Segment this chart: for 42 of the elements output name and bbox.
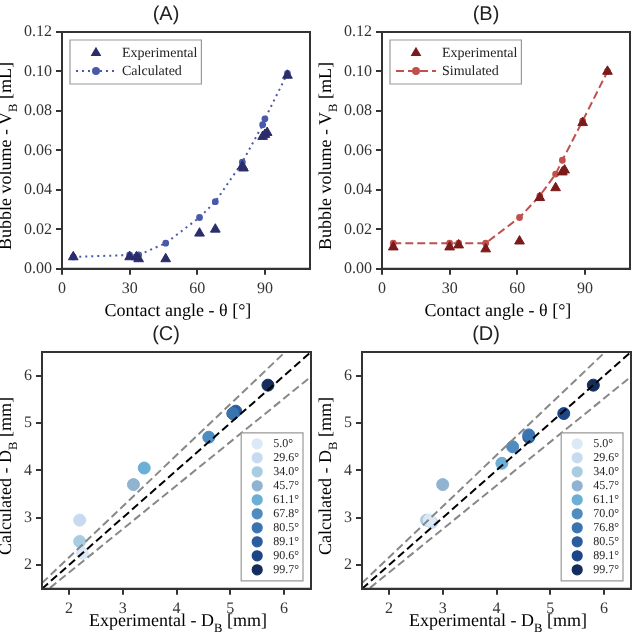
y-tick-label: 2 bbox=[24, 555, 32, 574]
y-tick-label: 0.00 bbox=[24, 258, 52, 277]
y-tick-label: 2 bbox=[344, 555, 352, 574]
y-tick-label: 6 bbox=[24, 365, 32, 384]
y-tick-label: 0.08 bbox=[344, 101, 372, 120]
chart-title: (D) bbox=[472, 323, 500, 346]
x-tick-label: 0 bbox=[58, 278, 66, 297]
x-tick-label: 6 bbox=[280, 598, 289, 617]
y-tick-label: 0.04 bbox=[24, 180, 52, 199]
y-tick-label: 4 bbox=[24, 460, 32, 479]
x-axis-title: Contact angle - θ [°] bbox=[422, 300, 574, 320]
chart-title: (C) bbox=[152, 323, 180, 346]
y-tick-label: 3 bbox=[24, 507, 32, 526]
y-tick-label: 0.10 bbox=[344, 61, 372, 80]
y-tick-label: 0.12 bbox=[24, 22, 52, 41]
x-tick-label: 0 bbox=[378, 278, 386, 297]
chart-title: (B) bbox=[472, 3, 500, 26]
y-tick-label: 0.08 bbox=[24, 101, 52, 120]
x-tick-label: 60 bbox=[189, 278, 206, 297]
x-tick-label: 30 bbox=[121, 278, 138, 297]
x-tick-label: 90 bbox=[576, 278, 593, 297]
x-tick-label: 90 bbox=[256, 278, 273, 297]
y-tick-label: 0.06 bbox=[344, 140, 372, 159]
y-tick-label: 6 bbox=[344, 365, 352, 384]
x-tick-label: 6 bbox=[600, 598, 609, 617]
y-tick-label: 4 bbox=[344, 460, 352, 479]
x-axis-title: Contact angle - θ [°] bbox=[102, 300, 254, 320]
y-tick-label: 5 bbox=[344, 413, 352, 432]
y-tick-label: 0.02 bbox=[344, 219, 372, 238]
x-tick-label: 2 bbox=[64, 598, 73, 617]
y-tick-label: 0.10 bbox=[24, 61, 52, 80]
y-tick-label: 0.06 bbox=[24, 140, 52, 159]
y-tick-label: 3 bbox=[344, 507, 352, 526]
x-tick-label: 30 bbox=[441, 278, 458, 297]
y-tick-label: 0.12 bbox=[344, 22, 372, 41]
y-tick-label: 0.02 bbox=[24, 219, 52, 238]
x-tick-label: 60 bbox=[509, 278, 526, 297]
y-tick-label: 0.00 bbox=[344, 258, 372, 277]
y-tick-label: 5 bbox=[24, 413, 32, 432]
x-tick-label: 2 bbox=[384, 598, 393, 617]
y-tick-label: 0.04 bbox=[344, 180, 372, 199]
chart-title: (A) bbox=[152, 3, 180, 26]
